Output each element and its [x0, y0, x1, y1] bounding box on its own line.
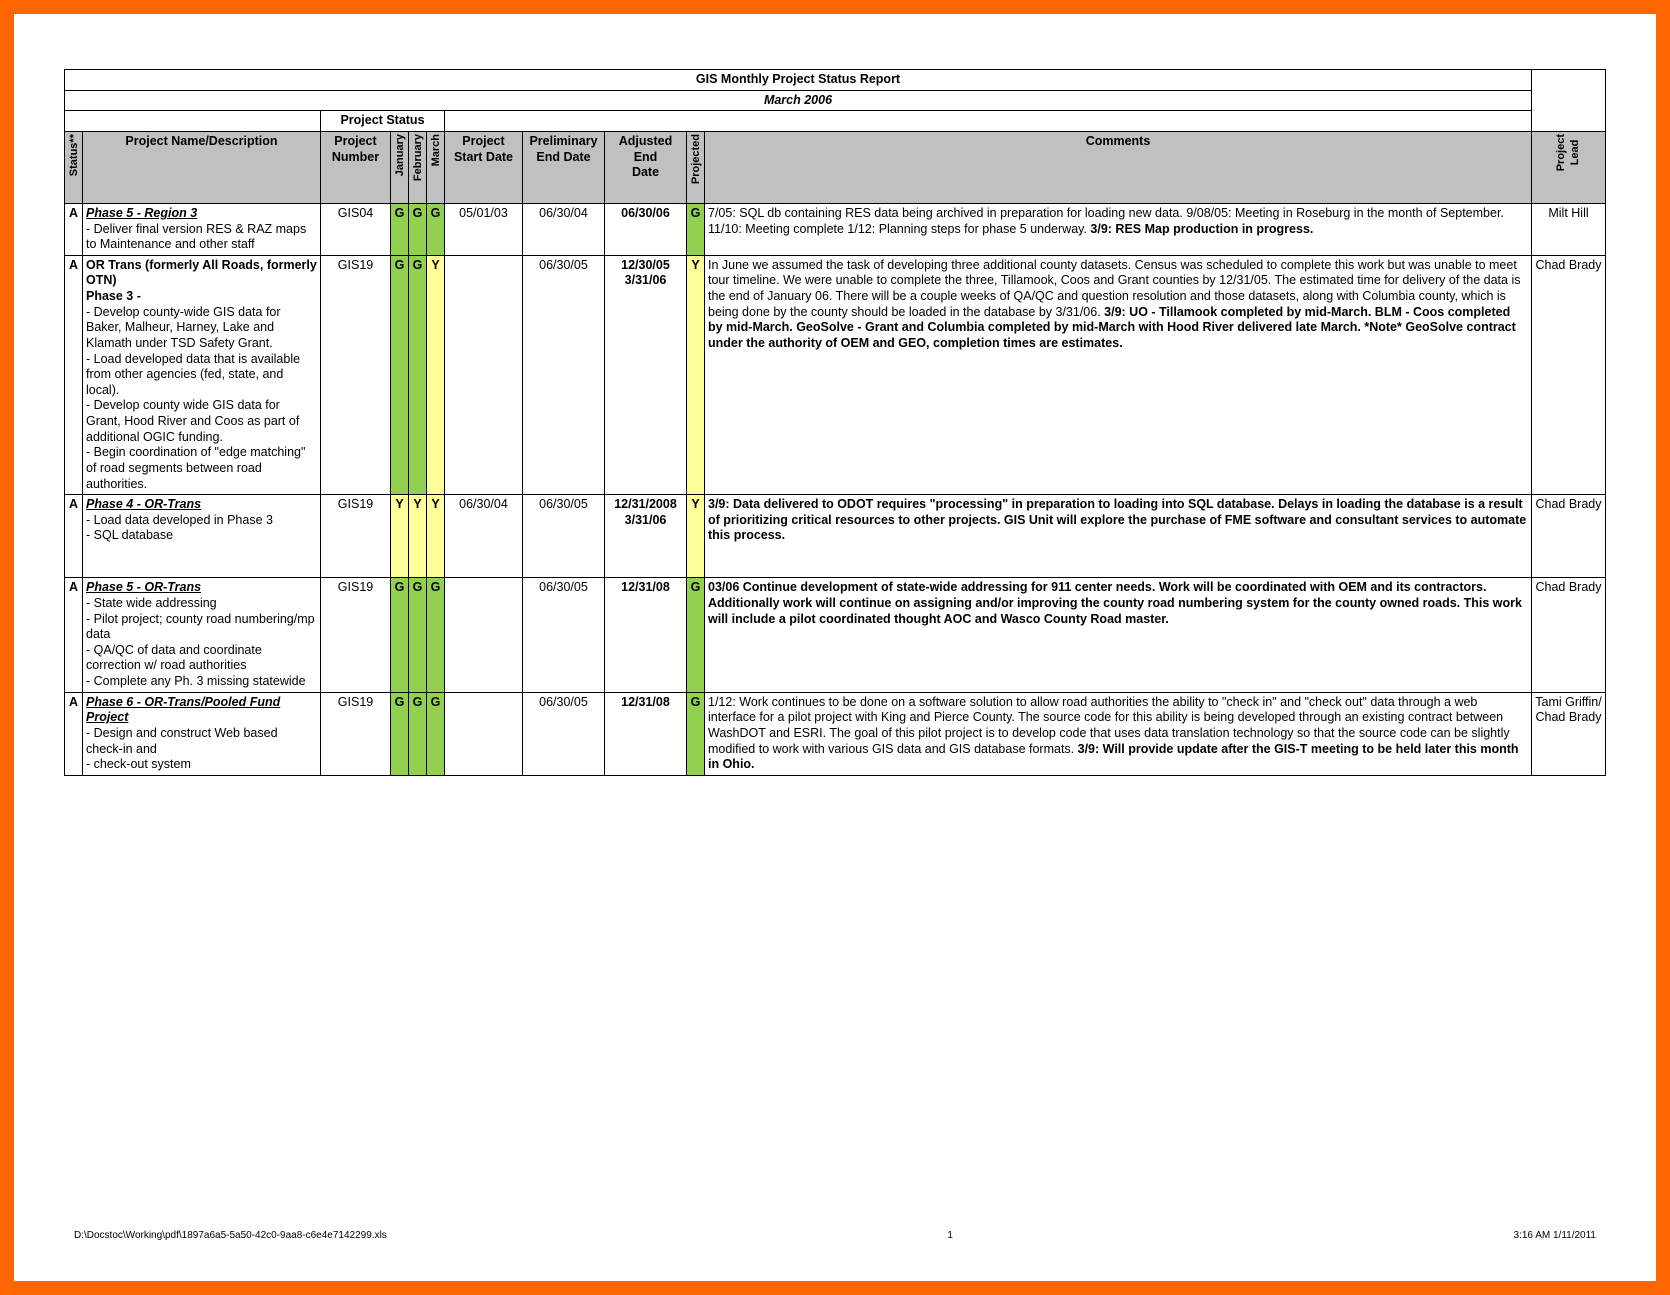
row-start: 06/30/04 [445, 495, 523, 578]
status-report-table: GIS Monthly Project Status Report March … [64, 69, 1606, 776]
row-prelim: 06/30/05 [523, 255, 605, 494]
project-status-header: Project Status [321, 111, 445, 132]
row-comments: 3/9: Data delivered to ODOT requires "pr… [705, 495, 1532, 578]
footer-left: D:\Docstoc\Working\pdf\1897a6a5-5a50-42c… [74, 1230, 387, 1241]
row-jan: G [391, 203, 409, 255]
row-adjusted: 12/31/08 [605, 578, 687, 692]
row-start [445, 578, 523, 692]
row-adjusted: 12/31/2008 3/31/06 [605, 495, 687, 578]
row-mar: Y [427, 255, 445, 494]
report-subtitle: March 2006 [65, 90, 1532, 111]
col-name: Project Name/Description [83, 131, 321, 203]
blank-cell [65, 111, 321, 132]
row-mar: G [427, 203, 445, 255]
row-start [445, 255, 523, 494]
table-row: A Phase 5 - OR-Trans - State wide addres… [65, 578, 1606, 692]
table-row: APhase 5 - Region 3 - Deliver final vers… [65, 203, 1606, 255]
row-status: A [65, 692, 83, 775]
page-footer: D:\Docstoc\Working\pdf\1897a6a5-5a50-42c… [74, 1230, 1596, 1241]
col-start: Project Start Date [445, 131, 523, 203]
row-number: GIS19 [321, 692, 391, 775]
row-lead: Chad Brady [1532, 255, 1606, 494]
row-adjusted: 12/31/08 [605, 692, 687, 775]
row-lead: Chad Brady [1532, 495, 1606, 578]
row-jan: Y [391, 495, 409, 578]
table-row: APhase 6 - OR-Trans/Pooled Fund Project … [65, 692, 1606, 775]
row-prelim: 06/30/05 [523, 495, 605, 578]
col-adjusted: Adjusted End Date [605, 131, 687, 203]
row-proj-status: Y [687, 495, 705, 578]
row-status: A [65, 255, 83, 494]
report-title: GIS Monthly Project Status Report [65, 70, 1532, 91]
row-lead: Chad Brady [1532, 578, 1606, 692]
row-lead: Tami Griffin/ Chad Brady [1532, 692, 1606, 775]
row-jan: G [391, 255, 409, 494]
row-adjusted: 12/30/05 3/31/06 [605, 255, 687, 494]
row-feb: G [409, 255, 427, 494]
row-comments: 03/06 Continue development of state-wide… [705, 578, 1532, 692]
row-description: Phase 5 - Region 3 - Deliver final versi… [83, 203, 321, 255]
row-number: GIS19 [321, 495, 391, 578]
row-comments: 7/05: SQL db containing RES data being a… [705, 203, 1532, 255]
col-feb: February [409, 131, 427, 203]
row-adjusted: 06/30/06 [605, 203, 687, 255]
row-status: A [65, 203, 83, 255]
row-mar: G [427, 578, 445, 692]
row-number: GIS04 [321, 203, 391, 255]
row-description: Phase 5 - OR-Trans - State wide addressi… [83, 578, 321, 692]
row-start [445, 692, 523, 775]
title-side-blank [1532, 70, 1606, 132]
row-jan: G [391, 692, 409, 775]
col-number: Project Number [321, 131, 391, 203]
row-status: A [65, 495, 83, 578]
page-frame: GIS Monthly Project Status Report March … [0, 0, 1670, 1295]
col-lead: Project Lead [1532, 131, 1606, 203]
row-feb: Y [409, 495, 427, 578]
row-comments: In June we assumed the task of developin… [705, 255, 1532, 494]
footer-center: 1 [387, 1230, 1514, 1241]
row-lead: Milt Hill [1532, 203, 1606, 255]
table-row: AOR Trans (formerly All Roads, formerly … [65, 255, 1606, 494]
row-proj-status: Y [687, 255, 705, 494]
row-proj-status: G [687, 692, 705, 775]
report-sheet: GIS Monthly Project Status Report March … [64, 69, 1606, 1191]
row-start: 05/01/03 [445, 203, 523, 255]
row-description: Phase 4 - OR-Trans - Load data developed… [83, 495, 321, 578]
row-description: OR Trans (formerly All Roads, formerly O… [83, 255, 321, 494]
row-description: Phase 6 - OR-Trans/Pooled Fund Project -… [83, 692, 321, 775]
col-jan: January [391, 131, 409, 203]
col-mar: March [427, 131, 445, 203]
col-prelim: Preliminary End Date [523, 131, 605, 203]
table-row: APhase 4 - OR-Trans - Load data develope… [65, 495, 1606, 578]
row-feb: G [409, 578, 427, 692]
row-feb: G [409, 203, 427, 255]
row-mar: Y [427, 495, 445, 578]
row-comments: 1/12: Work continues to be done on a sof… [705, 692, 1532, 775]
row-jan: G [391, 578, 409, 692]
row-status: A [65, 578, 83, 692]
row-number: GIS19 [321, 255, 391, 494]
row-feb: G [409, 692, 427, 775]
col-proj-status: Projected Status** [687, 131, 705, 203]
row-prelim: 06/30/04 [523, 203, 605, 255]
row-mar: G [427, 692, 445, 775]
row-number: GIS19 [321, 578, 391, 692]
row-proj-status: G [687, 203, 705, 255]
footer-right: 3:16 AM 1/11/2011 [1514, 1230, 1596, 1241]
row-prelim: 06/30/05 [523, 692, 605, 775]
row-proj-status: G [687, 578, 705, 692]
col-comments: Comments [705, 131, 1532, 203]
row-prelim: 06/30/05 [523, 578, 605, 692]
blank-cell-2 [445, 111, 1532, 132]
col-status: Status** [65, 131, 83, 203]
